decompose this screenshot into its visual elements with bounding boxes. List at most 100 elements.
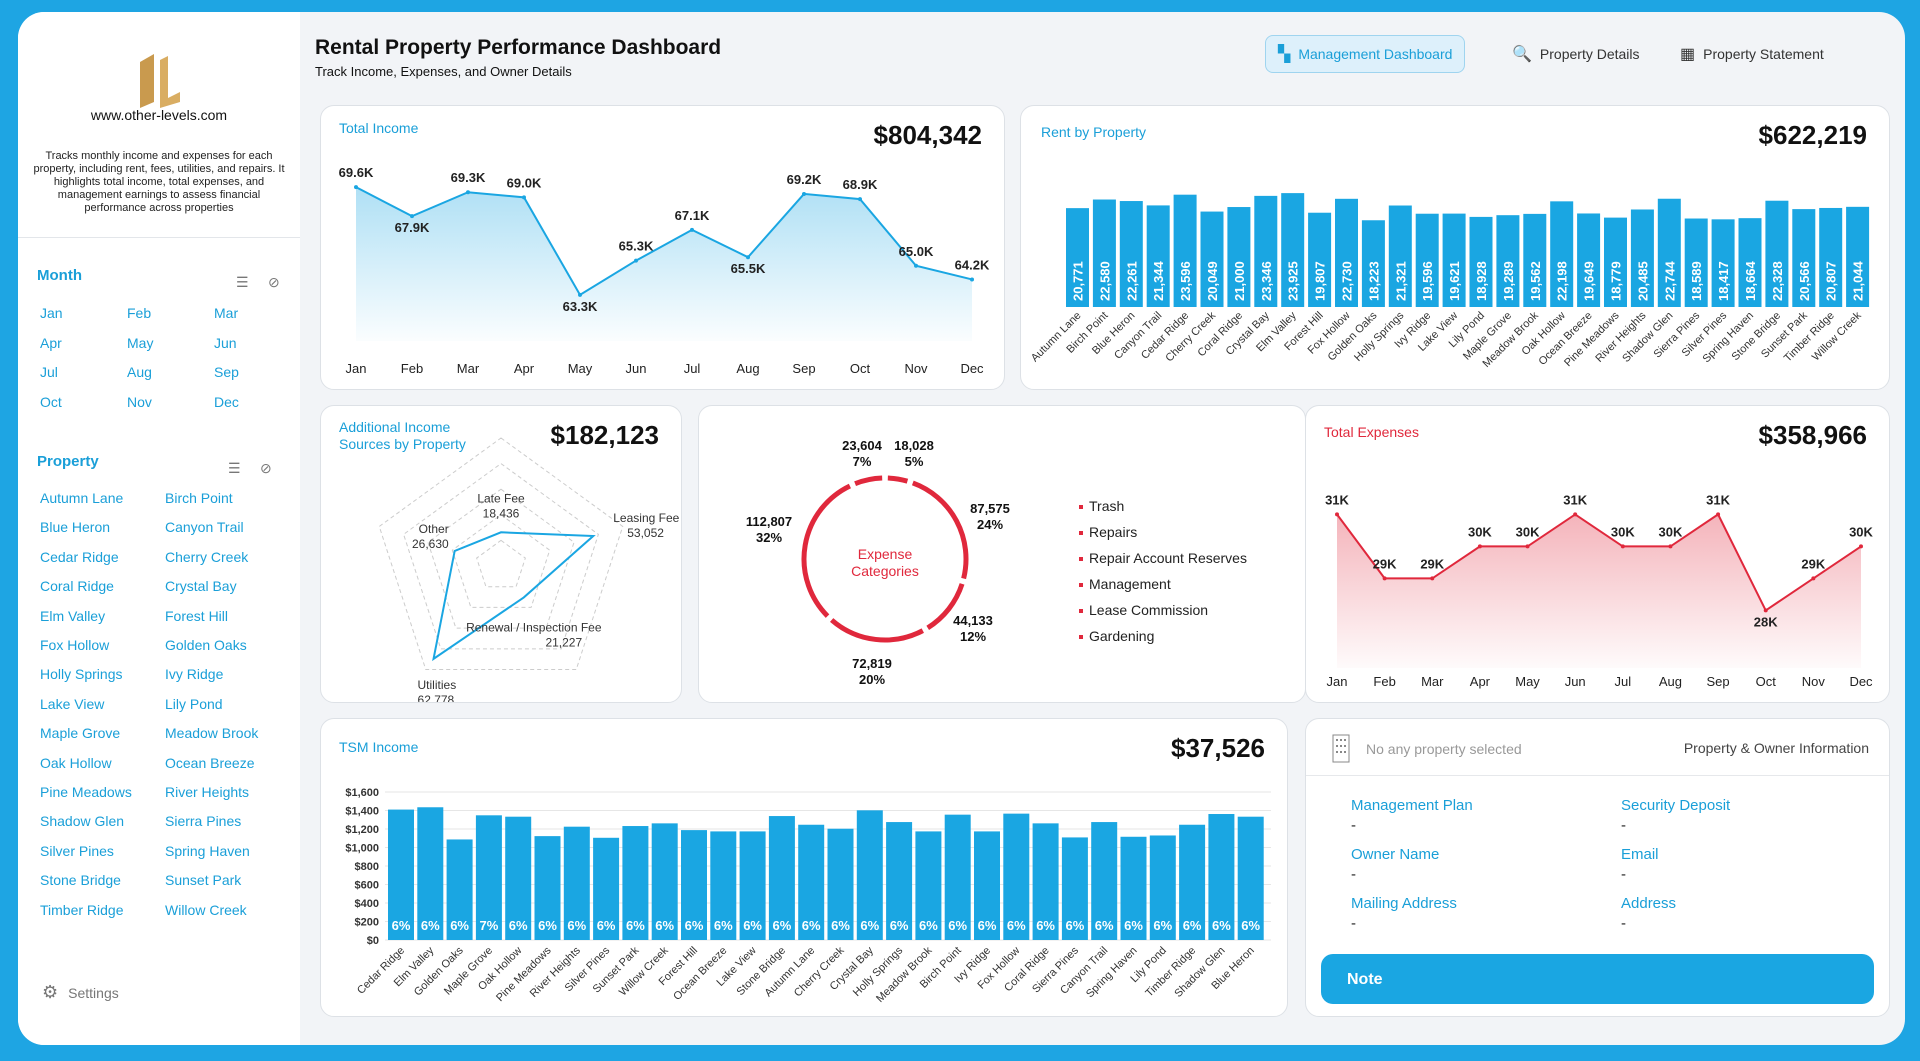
property-item[interactable]: Meadow Brook bbox=[165, 725, 259, 742]
data-point[interactable] bbox=[746, 255, 750, 260]
property-item[interactable]: Autumn Lane bbox=[40, 490, 124, 506]
bar[interactable] bbox=[1032, 823, 1059, 940]
property-item[interactable]: Pine Meadows bbox=[40, 784, 132, 800]
bar[interactable] bbox=[388, 809, 414, 940]
bar[interactable] bbox=[915, 831, 942, 940]
month-item[interactable]: Jun bbox=[214, 334, 237, 351]
bar[interactable] bbox=[1550, 201, 1574, 307]
bar[interactable] bbox=[1415, 213, 1439, 307]
bar[interactable] bbox=[1388, 205, 1412, 307]
bar[interactable] bbox=[1684, 218, 1708, 307]
data-point[interactable] bbox=[1763, 608, 1768, 613]
property-item[interactable]: Lily Pond bbox=[165, 695, 223, 712]
bar[interactable] bbox=[739, 831, 766, 940]
month-item[interactable]: Apr bbox=[40, 334, 62, 351]
data-point[interactable] bbox=[1430, 576, 1435, 581]
property-item[interactable]: Coral Ridge bbox=[40, 578, 114, 595]
bar[interactable] bbox=[417, 807, 444, 940]
data-point[interactable] bbox=[410, 214, 414, 219]
data-point[interactable] bbox=[1335, 512, 1339, 517]
property-item[interactable]: Canyon Trail bbox=[165, 519, 244, 536]
bar[interactable] bbox=[1604, 217, 1627, 307]
bar[interactable] bbox=[1657, 198, 1681, 307]
tab-management-dashboard[interactable]: ▚ Management Dashboard bbox=[1265, 35, 1466, 73]
bar[interactable] bbox=[1254, 195, 1278, 307]
bar[interactable] bbox=[593, 837, 620, 940]
data-point[interactable] bbox=[1382, 576, 1387, 581]
data-point[interactable] bbox=[522, 195, 526, 200]
bar[interactable] bbox=[1792, 209, 1816, 307]
month-item[interactable]: Dec bbox=[214, 393, 239, 410]
bar[interactable] bbox=[681, 830, 707, 940]
month-item[interactable]: Aug bbox=[127, 364, 152, 380]
month-item[interactable]: Feb bbox=[127, 305, 152, 321]
bar[interactable] bbox=[1173, 194, 1197, 307]
bar[interactable] bbox=[1146, 205, 1170, 307]
bar[interactable] bbox=[1149, 835, 1176, 940]
bar[interactable] bbox=[1281, 193, 1305, 307]
bar[interactable] bbox=[446, 839, 473, 940]
property-item[interactable]: Oak Hollow bbox=[40, 754, 112, 771]
bar[interactable] bbox=[827, 828, 854, 940]
bar[interactable] bbox=[1577, 213, 1601, 307]
property-item[interactable]: Sierra Pines bbox=[165, 813, 242, 830]
bar[interactable] bbox=[798, 824, 825, 940]
bar[interactable] bbox=[1200, 211, 1224, 307]
month-item[interactable]: Sep bbox=[214, 364, 239, 380]
data-point[interactable] bbox=[1620, 544, 1625, 549]
bar[interactable] bbox=[1208, 814, 1235, 940]
bar[interactable] bbox=[1308, 212, 1332, 307]
bar[interactable] bbox=[1120, 836, 1147, 940]
property-item[interactable]: Spring Haven bbox=[165, 842, 250, 859]
bar[interactable] bbox=[1630, 209, 1654, 307]
bar[interactable] bbox=[1738, 218, 1762, 307]
clear-filter-icon[interactable]: ⊘ bbox=[260, 460, 272, 476]
bar[interactable] bbox=[1819, 207, 1843, 307]
tab-property-statement[interactable]: ▦ Property Statement bbox=[1668, 35, 1836, 73]
bar[interactable] bbox=[1061, 837, 1088, 940]
bar[interactable] bbox=[1335, 198, 1358, 307]
property-item[interactable]: Blue Heron bbox=[40, 519, 111, 536]
donut-slice[interactable] bbox=[911, 480, 969, 580]
property-item[interactable]: Ivy Ridge bbox=[165, 666, 224, 683]
tab-property-details[interactable]: 🔍 Property Details bbox=[1500, 35, 1652, 73]
month-item[interactable]: Nov bbox=[127, 393, 152, 410]
property-item[interactable]: Cherry Creek bbox=[165, 548, 249, 565]
property-item[interactable]: Silver Pines bbox=[40, 842, 114, 859]
bar[interactable] bbox=[563, 826, 590, 940]
bar[interactable] bbox=[1496, 215, 1520, 307]
data-point[interactable] bbox=[690, 227, 694, 232]
property-item[interactable]: Elm Valley bbox=[40, 607, 106, 624]
property-item[interactable]: Stone Bridge bbox=[40, 872, 121, 889]
bar[interactable] bbox=[1179, 824, 1206, 940]
bar[interactable] bbox=[1227, 207, 1251, 307]
clear-filter-icon[interactable]: ⊘ bbox=[268, 274, 280, 290]
month-item[interactable]: May bbox=[127, 334, 154, 351]
data-point[interactable] bbox=[1716, 512, 1721, 517]
data-point[interactable] bbox=[1525, 544, 1530, 549]
property-item[interactable]: Shadow Glen bbox=[40, 813, 125, 830]
property-item[interactable]: Maple Grove bbox=[40, 725, 121, 742]
property-item[interactable]: Timber Ridge bbox=[40, 901, 124, 918]
bar[interactable] bbox=[1237, 816, 1264, 940]
property-item[interactable]: Willow Creek bbox=[165, 901, 247, 918]
bar[interactable] bbox=[1846, 206, 1870, 307]
donut-slice[interactable] bbox=[887, 475, 909, 484]
data-point[interactable] bbox=[466, 190, 470, 195]
multi-select-icon[interactable]: ☰ bbox=[236, 274, 249, 290]
data-point[interactable] bbox=[1859, 544, 1863, 549]
bar[interactable] bbox=[1092, 199, 1116, 307]
bar[interactable] bbox=[1119, 201, 1143, 307]
property-item[interactable]: Forest Hill bbox=[165, 607, 229, 624]
bar[interactable] bbox=[856, 810, 883, 940]
bar[interactable] bbox=[1361, 220, 1385, 307]
property-item[interactable]: Ocean Breeze bbox=[165, 754, 255, 771]
bar[interactable] bbox=[1091, 822, 1118, 940]
month-item[interactable]: Jul bbox=[40, 364, 58, 380]
donut-slice[interactable] bbox=[926, 583, 965, 630]
month-item[interactable]: Jan bbox=[40, 305, 63, 321]
property-item[interactable]: Cedar Ridge bbox=[40, 548, 119, 565]
bar[interactable] bbox=[534, 836, 561, 940]
data-point[interactable] bbox=[634, 258, 638, 263]
data-point[interactable] bbox=[1477, 544, 1482, 549]
